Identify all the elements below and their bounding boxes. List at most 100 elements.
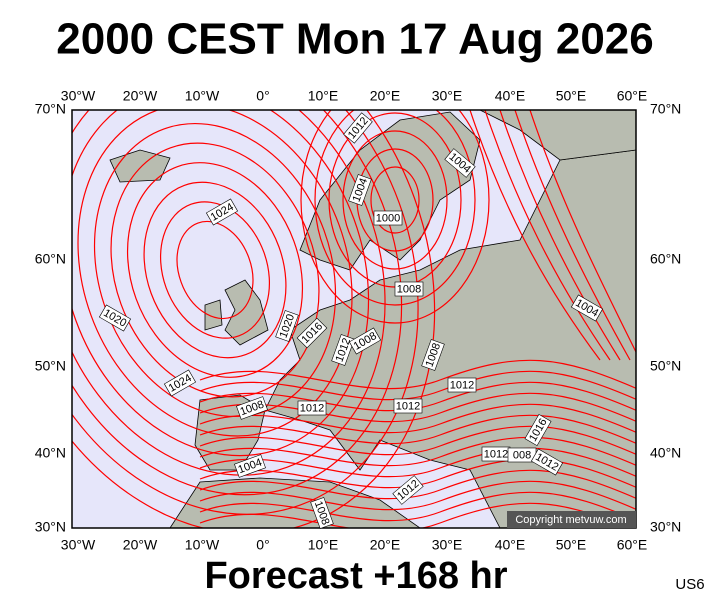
lon-label-bottom: 10°W — [185, 537, 220, 553]
lon-label-top: 10°E — [308, 88, 339, 104]
isobar — [529, 110, 636, 354]
isobar-label: 1012 — [393, 398, 423, 414]
isobar-label-box — [297, 400, 327, 416]
isobar-label-text: 1000 — [376, 212, 400, 224]
isobar-label: 1012 — [481, 446, 511, 462]
isobar — [199, 436, 636, 467]
isobar-label: 1008 — [394, 281, 424, 297]
isobar — [199, 458, 636, 489]
isobar-label-box — [447, 377, 477, 393]
isobar — [314, 110, 476, 306]
lat-label-left: 30°N — [35, 519, 66, 535]
isobar — [72, 110, 386, 476]
lon-label-bottom: 10°E — [308, 537, 339, 553]
isobar — [72, 110, 403, 496]
isobar — [300, 110, 490, 324]
isobar-label-box — [444, 148, 476, 178]
isobar-label-box — [392, 475, 424, 505]
lat-label-left: 70°N — [35, 101, 66, 117]
lat-label-right: 40°N — [650, 445, 681, 461]
isobar — [72, 110, 370, 457]
isobar-label-box — [393, 398, 423, 414]
isobar — [499, 110, 621, 361]
isobar — [159, 201, 271, 339]
lat-label-left: 40°N — [35, 445, 66, 461]
isobar-label-box — [421, 339, 445, 371]
scandinavia — [299, 111, 481, 271]
isobar-label-box — [275, 310, 299, 342]
lon-label-bottom: 50°E — [556, 537, 587, 553]
lon-label-top: 10°W — [185, 88, 220, 104]
isobar — [370, 166, 420, 234]
isobar-label-text: 008 — [513, 449, 531, 461]
lon-label-top: 60°E — [617, 88, 648, 104]
isobar-label-box — [236, 396, 268, 420]
lon-label-top: 50°E — [556, 88, 587, 104]
isobar-label-box — [234, 454, 266, 478]
lat-label-right: 70°N — [650, 101, 681, 117]
isobar — [199, 370, 636, 401]
lon-label-bottom: 20°W — [123, 537, 158, 553]
britain — [224, 279, 269, 346]
isobar-label-box — [373, 210, 403, 226]
lon-label-top: 40°E — [495, 88, 526, 104]
isobar — [199, 469, 636, 500]
isobar-label-box — [524, 413, 552, 447]
map-frame — [71, 109, 637, 529]
isobar-label-text: 1012 — [450, 379, 474, 391]
isobar — [199, 381, 636, 412]
isobar — [199, 392, 636, 423]
footer: Forecast +168 hr — [204, 555, 507, 597]
isobar-label-box — [530, 448, 564, 476]
copyright-box — [507, 511, 636, 528]
isobar — [110, 142, 320, 398]
isobar-label: 008 — [507, 447, 537, 463]
lon-label-bottom: 30°E — [432, 537, 463, 553]
isobar-label: 1012 — [297, 400, 327, 416]
isobar — [342, 130, 448, 270]
lon-label-bottom: 20°E — [370, 537, 401, 553]
isobar — [199, 480, 636, 511]
isobar-label-box — [163, 369, 197, 397]
isobar-label: 1000 — [373, 210, 403, 226]
isobar-label-box — [331, 334, 355, 366]
isobar — [199, 502, 630, 528]
isobar — [176, 220, 254, 320]
model-code: US6 — [675, 576, 704, 593]
isobar-label-text: 1008 — [397, 283, 421, 295]
isobar-label-box — [394, 281, 424, 297]
isobar — [199, 359, 636, 390]
isobar-label-box — [205, 198, 239, 226]
isobar — [143, 181, 287, 359]
iceland — [109, 149, 171, 183]
isobar-label-box — [98, 304, 132, 332]
lon-label-bottom: 0° — [256, 537, 269, 553]
isobar — [484, 110, 611, 361]
isobar-label-box — [310, 497, 334, 529]
isobar — [199, 491, 636, 522]
lon-label-top: 20°E — [370, 88, 401, 104]
lat-label-left: 60°N — [35, 251, 66, 267]
lon-label-top: 0° — [256, 88, 269, 104]
isobar-label-text: 1012 — [484, 448, 508, 460]
copyright: Copyright metvuw.com — [515, 514, 626, 526]
axis-labels: 30°W 30°W 20°W 20°W 10°W 10°W 0° 0° 10°E 10°E 20°E… — [35, 88, 682, 553]
isobar — [199, 414, 636, 445]
isobar-label-box — [348, 174, 372, 206]
lon-label-bottom: 60°E — [617, 537, 648, 553]
isobar — [72, 110, 419, 515]
lat-label-right: 30°N — [650, 519, 681, 535]
lon-label-top: 20°W — [123, 88, 158, 104]
isobar — [72, 110, 436, 528]
title: 2000 CEST Mon 17 Aug 2026 — [56, 15, 653, 64]
lat-label-right: 60°N — [650, 251, 681, 267]
isobar — [126, 162, 304, 378]
lon-label-top: 30°E — [432, 88, 463, 104]
isobar-label-box — [296, 317, 328, 349]
isobar — [514, 110, 631, 361]
lat-label-right: 50°N — [650, 358, 681, 374]
isobar-label-text: 1012 — [300, 402, 324, 414]
isobar — [199, 425, 636, 456]
isobar-label-box — [343, 112, 373, 144]
